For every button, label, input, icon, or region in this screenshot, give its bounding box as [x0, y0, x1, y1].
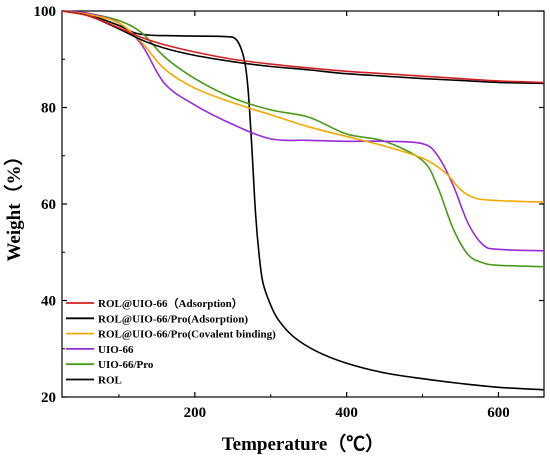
x-tick-label: 600: [487, 405, 510, 421]
y-axis-title: Weight（%）: [2, 146, 25, 261]
legend-label: ROL@UIO-66（Adsorption）: [98, 297, 243, 310]
legend-label: ROL@UIO-66/Pro(Adsorption): [98, 313, 248, 325]
y-tick-label: 80: [41, 101, 56, 117]
series-line-3: [61, 10, 545, 252]
y-tick-label: 60: [41, 197, 56, 213]
legend: ROL@UIO-66（Adsorption） ROL@UIO-66/Pro(Ads…: [66, 297, 276, 387]
legend-label: ROL@UIO-66/Pro(Covalent binding): [98, 329, 276, 341]
legend-label: UIO-66: [98, 344, 134, 356]
legend-label: UIO-66/Pro: [98, 359, 154, 371]
x-axis-title: Temperature（℃）: [222, 432, 385, 455]
y-tick-label: 20: [41, 390, 56, 406]
axes: 200 400 600 20 40 60 80 100: [34, 4, 545, 421]
y-tick-label: 100: [34, 4, 57, 20]
x-tick-label: 200: [184, 405, 207, 421]
series-line-5: [61, 10, 545, 391]
series-line-1: [61, 10, 545, 85]
x-tick-label: 400: [335, 405, 358, 421]
legend-label: ROL: [98, 375, 122, 387]
series-line-2: [61, 10, 545, 203]
series-lines: [61, 10, 545, 391]
y-tick-label: 40: [41, 294, 56, 310]
series-line-4: [61, 10, 545, 268]
series-line-0: [61, 10, 545, 84]
